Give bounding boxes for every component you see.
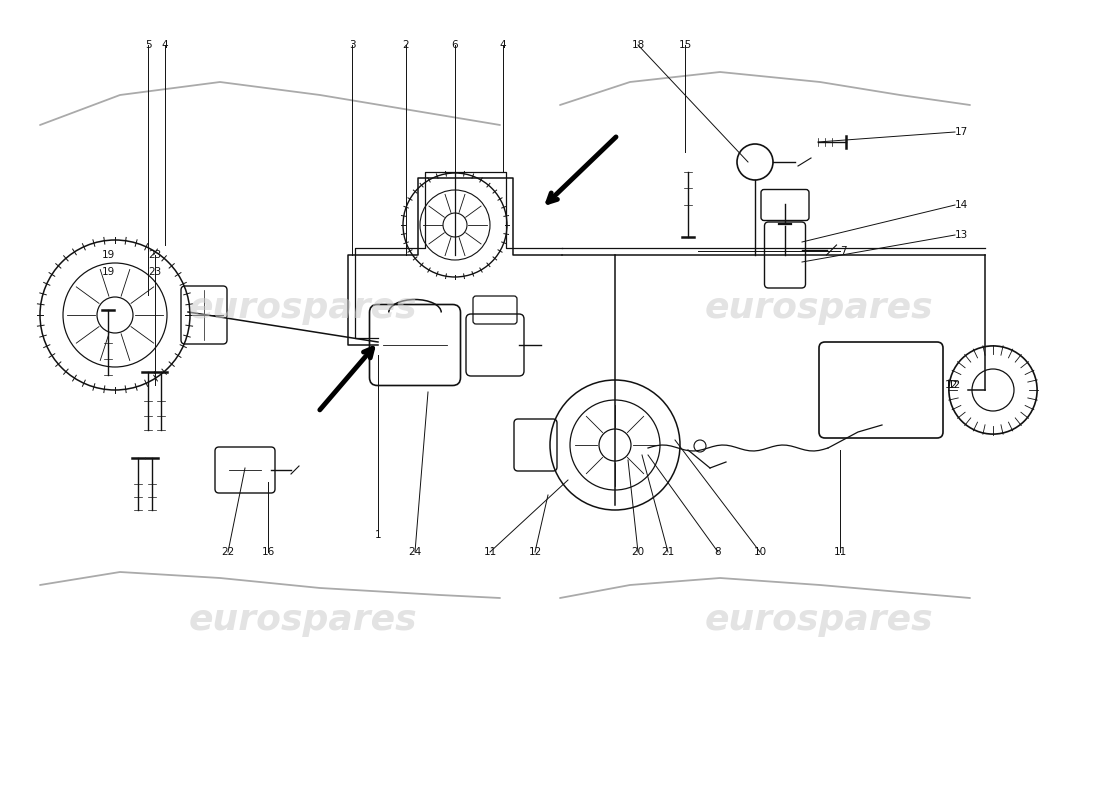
Text: 12: 12 xyxy=(528,547,541,557)
Text: 7: 7 xyxy=(840,246,847,256)
Text: eurospares: eurospares xyxy=(188,603,417,637)
Text: 5: 5 xyxy=(145,40,152,50)
Text: 15: 15 xyxy=(679,40,692,50)
Text: 23: 23 xyxy=(148,267,162,277)
Text: 2: 2 xyxy=(403,40,409,50)
Text: eurospares: eurospares xyxy=(705,603,934,637)
Text: 16: 16 xyxy=(262,547,275,557)
Text: 19: 19 xyxy=(101,267,114,277)
Text: 11: 11 xyxy=(483,547,496,557)
Text: 22: 22 xyxy=(221,547,234,557)
Text: 11: 11 xyxy=(834,547,847,557)
Text: eurospares: eurospares xyxy=(188,291,417,325)
Text: 12: 12 xyxy=(945,380,958,390)
Text: 21: 21 xyxy=(661,547,674,557)
Text: 3: 3 xyxy=(349,40,355,50)
Text: 19: 19 xyxy=(101,250,114,260)
Text: 13: 13 xyxy=(955,230,968,240)
Text: 6: 6 xyxy=(452,40,459,50)
Text: 23: 23 xyxy=(148,250,162,260)
Text: 24: 24 xyxy=(408,547,421,557)
Text: 10: 10 xyxy=(754,547,767,557)
Text: eurospares: eurospares xyxy=(705,291,934,325)
Text: 12: 12 xyxy=(948,380,961,390)
Text: 14: 14 xyxy=(955,200,968,210)
Text: 20: 20 xyxy=(631,547,645,557)
Text: 8: 8 xyxy=(715,547,722,557)
Text: 1: 1 xyxy=(375,530,382,540)
Text: 4: 4 xyxy=(162,40,168,50)
Text: 4: 4 xyxy=(499,40,506,50)
Text: 17: 17 xyxy=(955,127,968,137)
Text: 18: 18 xyxy=(631,40,645,50)
